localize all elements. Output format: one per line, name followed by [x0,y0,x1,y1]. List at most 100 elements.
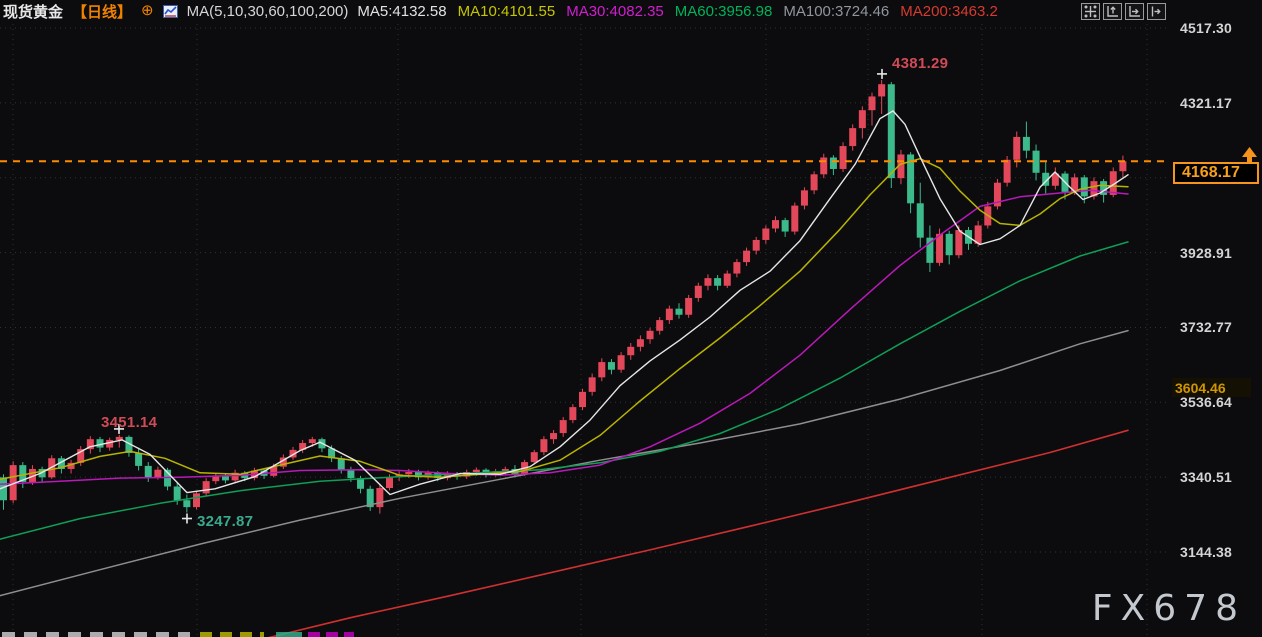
candle-body [916,203,924,238]
candle-body [472,469,480,473]
candle-body [270,466,278,476]
candle-body [125,436,133,453]
candle-body [154,469,162,478]
candle-body [868,96,876,111]
candle-body [0,477,7,501]
highlight-level-label: 3604.46 [1172,378,1251,398]
candle-body [559,420,567,434]
ma-value-0: MA5:4132.58 [357,2,447,20]
swing-low-annotation: 3247.87 [197,513,254,530]
candle-body [347,469,355,479]
candle-body [636,339,644,347]
candle-body [627,346,635,356]
y-axis-label: 4517.30 [1180,20,1233,36]
candle-body [279,457,287,467]
candle-body [1109,171,1117,195]
candle-body [762,228,770,240]
candle-body [617,355,625,370]
candle-body [743,250,751,263]
candle-body [1119,161,1127,172]
current-price-value: 4168.17 [1182,164,1240,182]
candle-body [221,475,229,481]
candle-body [694,285,702,298]
candle-body [588,377,596,392]
candle-body [974,225,982,244]
ma-group-label: MA(5,10,30,60,100,200) [186,2,349,20]
y-axis-label: 4321.17 [1180,94,1233,111]
candle-body [135,452,143,466]
candle-body [376,488,384,508]
candle-body [106,439,114,448]
candle-body [897,154,905,179]
candle-body [820,157,828,175]
candle-body [704,278,712,286]
ma60-line [0,241,1129,540]
scale-x-axis-icon[interactable] [1125,3,1144,20]
candle-body [569,407,577,421]
clipped-axis-labels [0,631,1262,637]
price-up-arrow-icon [1242,147,1257,162]
candle-body [878,84,886,97]
ma200-line [267,429,1129,637]
candle-body [607,362,615,370]
candle-body [115,436,123,440]
candle-body [337,458,345,470]
candle-body [1100,181,1108,195]
ma-value-4: MA100:3724.46 [783,2,890,20]
ma5-line [0,110,1129,496]
y-axis-label: 3340.51 [1180,469,1233,486]
chart-style-icon[interactable] [162,4,178,18]
candle-body [86,439,94,450]
candle-body [945,233,953,256]
interval-label[interactable]: 【日线】 [72,3,133,21]
candle-body [231,472,239,481]
shift-right-icon[interactable] [1147,3,1166,20]
candle-body [733,262,741,274]
candle-body [839,146,847,169]
candle-body [530,452,538,463]
candle-body [887,84,895,179]
ma-value-5: MA200:3463.2 [900,2,998,20]
candle-body [955,230,963,256]
ma10-line [0,157,1129,481]
candle-body [598,362,606,378]
candle-body [1071,177,1079,192]
candle-body [646,330,654,340]
add-indicator-icon[interactable]: ⊕ [141,2,154,19]
candle-body [9,465,17,501]
candle-body [299,442,307,450]
candle-body [926,237,934,263]
candle-body [907,154,915,204]
candle-body [443,473,451,479]
ma30-line [0,189,1129,485]
candle-body [193,493,200,508]
candle-body [501,468,509,472]
candle-body [357,478,365,489]
candle-body [289,449,297,458]
y-axis-label: 3144.38 [1180,544,1233,560]
chart-toolbar [1081,3,1166,20]
candle-body [723,273,731,286]
y-axis-label: 3536.64 [1180,394,1233,411]
candle-body [550,433,558,440]
candle-body [675,308,683,315]
pan-move-icon[interactable] [1081,3,1100,20]
candle-body [328,448,336,459]
fx678-watermark: FX678 [1091,588,1246,629]
candle-body [96,439,104,448]
candle-body [936,233,944,263]
current-price-label: 4168.17 [1173,162,1259,185]
candle-body [752,239,760,251]
candle-body [308,439,316,443]
ma100-line [0,329,1129,597]
scale-y-axis-icon[interactable] [1103,3,1122,20]
candle-body [1022,136,1030,151]
candle-body [28,468,36,482]
candle-body [656,320,664,331]
ma-value-2: MA30:4082.35 [566,2,664,20]
candle-body [665,308,673,321]
candle-body [183,500,191,508]
candle-body [202,481,210,494]
candle-body [849,128,857,147]
